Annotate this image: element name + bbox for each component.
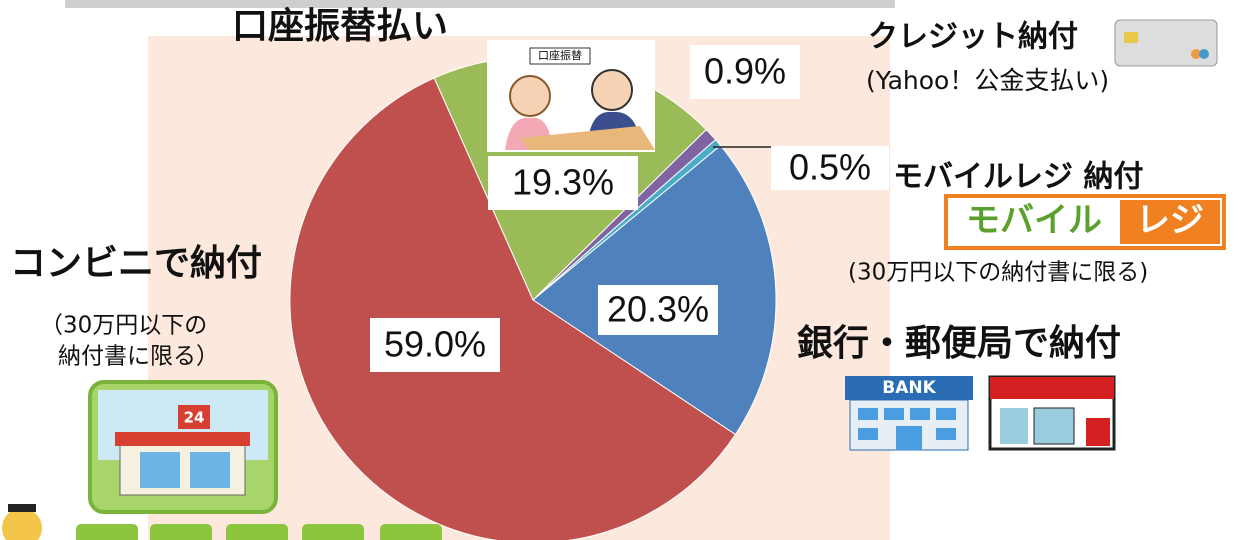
bank-icon: BANK bbox=[845, 376, 973, 451]
category-label: 口座振替払い bbox=[232, 6, 448, 47]
logo-text: レジ bbox=[1136, 201, 1204, 241]
category-label: モバイルレジ 納付 bbox=[893, 160, 1143, 195]
category-label: 銀行・郵便局で納付 bbox=[797, 323, 1121, 364]
top-bar bbox=[65, 0, 895, 8]
value-label-box bbox=[598, 285, 718, 335]
pie-slice bbox=[289, 77, 737, 540]
card-icon bbox=[1114, 19, 1218, 67]
value-label-box bbox=[690, 45, 800, 99]
annotation: (Yahoo！公金支払い) bbox=[866, 66, 1109, 95]
value-label-box bbox=[771, 146, 889, 190]
bank-sign: BANK bbox=[882, 378, 936, 398]
category-label: コンビニで納付 bbox=[10, 243, 262, 284]
value-label: 20.3% bbox=[607, 289, 709, 330]
store-sign: 24 bbox=[184, 409, 205, 427]
desk-illustration: 口座振替 bbox=[487, 40, 655, 152]
mobile-logo: モバイル レジ bbox=[944, 194, 1226, 250]
post-office-icon bbox=[988, 375, 1116, 451]
value-label-box bbox=[488, 156, 638, 210]
logo-text: モバイル bbox=[966, 201, 1102, 241]
value-label: 19.3% bbox=[512, 162, 614, 203]
desk-sign: 口座振替 bbox=[538, 48, 582, 62]
bottom-buttons bbox=[2, 504, 442, 540]
category-label: クレジット納付 bbox=[868, 20, 1078, 55]
annotation: (30万円以下の納付書に限る) bbox=[848, 260, 1148, 286]
store-icon: 24 bbox=[88, 380, 278, 514]
value-label: 0.5% bbox=[789, 147, 871, 188]
value-label: 0.9% bbox=[704, 51, 786, 92]
annotation: （30万円以下の bbox=[40, 313, 207, 339]
value-label-box bbox=[370, 318, 500, 372]
annotation: 納付書に限る） bbox=[58, 344, 219, 370]
value-label: 59.0% bbox=[384, 324, 486, 365]
